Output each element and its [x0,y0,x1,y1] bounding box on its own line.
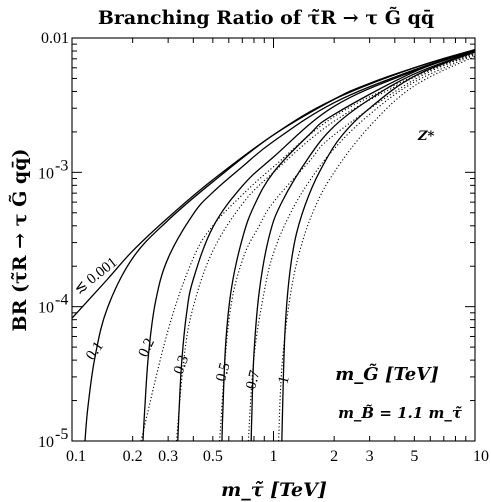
y-tick-exponent: -5 [55,426,68,443]
curve-label: 0.3 [171,353,192,376]
y-tick-label: 10 [38,434,54,451]
curve-label: 0.1 [83,339,107,364]
x-tick-label: 0.1 [66,448,86,465]
y-tick-labels: 10-510-410 -30.01 [38,30,69,451]
x-tick-labels: 0.1 0.2 0.3 0.5 1 2 3 5 10 [66,448,489,465]
y-tick-exponent: -3 [55,157,68,174]
curve-label: 0.5 [213,361,233,383]
series-line [219,53,476,442]
curve-label: 1 [275,374,292,385]
series-line [278,55,476,442]
series-line [247,54,476,442]
y-tick-label: 0.01 [41,30,69,47]
x-tick-label: 2 [330,448,338,465]
y-axis-label: BR (τ̃R → τ G̃ qq̄) [9,149,31,332]
series-line [71,48,476,319]
x-tick-label: 5 [410,448,418,465]
curve-label: 0.2 [136,336,158,360]
legend-title: m_G̃ [TeV] [335,363,438,385]
x-tick-label: 0.2 [123,448,143,465]
curve-label: 0.7 [243,368,263,391]
series-line [84,48,476,442]
mass-annotation: m_B̃ = 1.1 m_τ̃ [338,404,463,422]
x-tick-label: 1 [270,448,278,465]
series-line [281,51,476,442]
series-line [142,49,476,442]
series-line [221,50,476,442]
z-star-label: Z* [417,129,434,144]
x-tick-label: 0.3 [158,448,178,465]
x-tick-label: 3 [366,448,374,465]
y-tick-label: 10 [38,165,54,182]
x-tick-label: 0.5 [203,448,223,465]
axis-ticks [72,38,475,441]
x-axis-label: m_τ̃ [TeV] [221,479,327,501]
chart-title: Branching Ratio of τ̃R → τ G̃ qq̄ [98,7,434,29]
series-line [177,49,476,442]
x-tick-label: 10 [473,448,489,465]
series-lines [71,48,476,442]
y-tick-exponent: -4 [55,292,68,309]
y-tick-label: 10 [38,300,54,317]
